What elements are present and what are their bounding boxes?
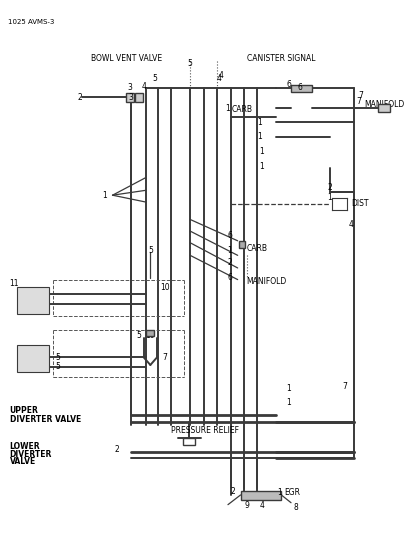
Bar — [240, 491, 281, 500]
Text: 1025 AVMS-3: 1025 AVMS-3 — [8, 19, 54, 25]
Text: 1: 1 — [285, 398, 290, 407]
Text: 1: 1 — [259, 161, 264, 171]
Text: 1: 1 — [102, 191, 107, 200]
Text: 10: 10 — [145, 332, 155, 341]
Text: MANIFOLD: MANIFOLD — [363, 101, 403, 109]
Text: 10: 10 — [160, 283, 169, 292]
Text: 3: 3 — [128, 93, 133, 102]
Text: 2: 2 — [77, 93, 82, 102]
Text: 1: 1 — [327, 192, 331, 201]
Text: 2: 2 — [114, 445, 119, 454]
Text: 2: 2 — [230, 487, 235, 496]
Bar — [238, 241, 245, 248]
Text: 6: 6 — [227, 273, 232, 282]
Bar — [18, 287, 48, 313]
Text: LOWER: LOWER — [10, 442, 40, 451]
Text: CARB: CARB — [231, 106, 252, 115]
Text: 1: 1 — [227, 246, 232, 255]
Text: 6: 6 — [227, 231, 232, 240]
Text: BOWL VENT VALVE: BOWL VENT VALVE — [90, 54, 161, 63]
Text: CARB: CARB — [246, 244, 267, 253]
Text: 1: 1 — [276, 488, 281, 497]
Text: PRESSURE RELIEF: PRESSURE RELIEF — [170, 426, 238, 435]
Text: 7: 7 — [355, 96, 360, 106]
Text: UPPER: UPPER — [10, 406, 38, 415]
Text: DIVERTER VALVE: DIVERTER VALVE — [10, 415, 81, 424]
Text: 4: 4 — [216, 74, 221, 83]
Text: 5: 5 — [56, 362, 61, 372]
Text: 2: 2 — [327, 183, 331, 192]
Bar — [135, 93, 142, 102]
Text: DIST: DIST — [350, 199, 368, 208]
Text: 11: 11 — [9, 279, 18, 288]
Text: 5: 5 — [56, 353, 61, 362]
Text: 6: 6 — [286, 80, 291, 89]
Text: 1: 1 — [285, 384, 290, 393]
Text: MANIFOLD: MANIFOLD — [246, 277, 286, 286]
Text: 7: 7 — [341, 382, 346, 391]
Text: 4: 4 — [218, 71, 223, 80]
Bar — [290, 85, 312, 92]
Text: 9: 9 — [244, 501, 249, 510]
Text: 5: 5 — [136, 332, 141, 341]
Text: 1: 1 — [257, 133, 262, 141]
Bar — [183, 438, 195, 445]
Bar — [126, 93, 134, 102]
Text: 7: 7 — [162, 353, 167, 362]
Text: VALVE: VALVE — [10, 457, 36, 466]
Text: 4: 4 — [348, 220, 353, 229]
Bar — [378, 104, 389, 112]
Text: 3: 3 — [127, 83, 132, 92]
Text: 5: 5 — [187, 59, 192, 68]
Text: 7: 7 — [357, 91, 362, 100]
Text: 1: 1 — [225, 104, 230, 114]
Text: 4: 4 — [141, 82, 146, 91]
Text: DIVERTER: DIVERTER — [10, 450, 52, 459]
Text: 1: 1 — [259, 147, 264, 156]
Text: 5: 5 — [148, 246, 153, 255]
Text: CANISTER SIGNAL: CANISTER SIGNAL — [247, 54, 315, 63]
Text: 6: 6 — [297, 83, 301, 92]
Text: 8: 8 — [293, 503, 297, 512]
Text: 2: 2 — [227, 257, 232, 266]
Text: 1: 1 — [257, 118, 262, 127]
Text: 5: 5 — [153, 74, 157, 83]
Text: 4: 4 — [259, 501, 264, 510]
Bar — [146, 330, 154, 336]
Text: EGR: EGR — [283, 488, 299, 497]
Bar — [18, 345, 48, 372]
